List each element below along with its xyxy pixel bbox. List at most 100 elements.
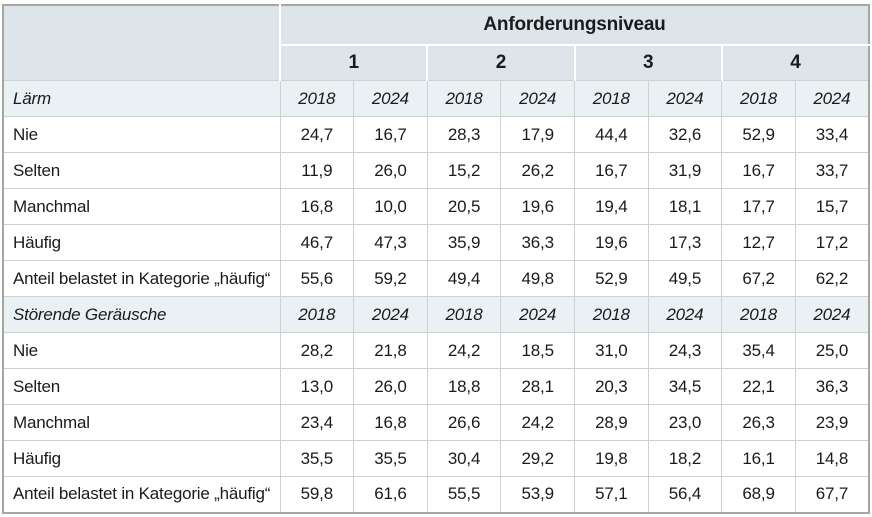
year-header: 2018 — [721, 296, 796, 333]
value-cell: 59,2 — [353, 260, 428, 297]
table-row: Häufig 46,7 47,3 35,9 36,3 19,6 17,3 12,7 17,2 — [2, 224, 870, 261]
value-cell: 18,5 — [500, 332, 575, 369]
value-cell: 61,6 — [353, 476, 428, 513]
value-cell: 14,8 — [794, 440, 870, 477]
year-header: 2024 — [794, 296, 870, 333]
row-label: Selten — [2, 152, 281, 189]
value-cell: 21,8 — [353, 332, 428, 369]
level-header-3: 3 — [573, 45, 722, 81]
year-header: 2024 — [353, 296, 428, 333]
row-label: Nie — [2, 332, 281, 369]
row-label: Anteil belastet in Kategorie „häufig“ — [2, 260, 281, 297]
table-row: Anteil belastet in Kategorie „häufig“ 55,… — [2, 260, 870, 297]
row-label: Häufig — [2, 224, 281, 261]
year-header: 2024 — [500, 80, 575, 117]
section-label: Störende Geräusche — [2, 296, 281, 333]
value-cell: 19,8 — [574, 440, 649, 477]
value-cell: 15,7 — [794, 188, 870, 225]
value-cell: 49,4 — [426, 260, 502, 297]
value-cell: 24,3 — [647, 332, 723, 369]
value-cell: 26,6 — [426, 404, 502, 441]
value-cell: 20,5 — [426, 188, 502, 225]
value-cell: 20,3 — [574, 368, 649, 405]
value-cell: 22,1 — [721, 368, 796, 405]
value-cell: 67,2 — [721, 260, 796, 297]
value-cell: 49,5 — [647, 260, 723, 297]
value-cell: 13,0 — [279, 368, 355, 405]
value-cell: 57,1 — [574, 476, 649, 513]
value-cell: 26,0 — [353, 152, 428, 189]
value-cell: 26,3 — [721, 404, 796, 441]
year-header: 2018 — [721, 80, 796, 117]
value-cell: 18,2 — [647, 440, 723, 477]
value-cell: 55,5 — [426, 476, 502, 513]
value-cell: 18,8 — [426, 368, 502, 405]
year-header: 2018 — [426, 296, 502, 333]
corner-cell — [3, 5, 281, 81]
value-cell: 23,0 — [647, 404, 723, 441]
value-cell: 67,7 — [794, 476, 870, 513]
value-cell: 16,8 — [279, 188, 355, 225]
value-cell: 26,0 — [353, 368, 428, 405]
value-cell: 36,3 — [500, 224, 575, 261]
row-label: Anteil belastet in Kategorie „häufig“ — [2, 476, 281, 513]
value-cell: 55,6 — [279, 260, 355, 297]
value-cell: 15,2 — [426, 152, 502, 189]
value-cell: 10,0 — [353, 188, 428, 225]
value-cell: 52,9 — [721, 116, 796, 153]
value-cell: 47,3 — [353, 224, 428, 261]
row-label: Manchmal — [2, 404, 281, 441]
value-cell: 33,7 — [794, 152, 870, 189]
value-cell: 25,0 — [794, 332, 870, 369]
value-cell: 49,8 — [500, 260, 575, 297]
value-cell: 11,9 — [279, 152, 355, 189]
top-header-row: Anforderungsniveau — [3, 5, 869, 81]
top-header: Anforderungsniveau — [280, 5, 869, 46]
year-header: 2024 — [794, 80, 870, 117]
table-row: Selten 13,0 26,0 18,8 28,1 20,3 34,5 22,1 36,3 — [2, 368, 870, 405]
value-cell: 28,2 — [279, 332, 355, 369]
value-cell: 19,6 — [500, 188, 575, 225]
level-header-1: 1 — [280, 45, 428, 81]
year-header: 2024 — [647, 80, 723, 117]
year-header: 2018 — [426, 80, 502, 117]
value-cell: 36,3 — [794, 368, 870, 405]
table-row: Manchmal 16,8 10,0 20,5 19,6 19,4 18,1 17,7 15,7 — [2, 188, 870, 225]
value-cell: 17,3 — [647, 224, 723, 261]
value-cell: 23,4 — [279, 404, 355, 441]
section-label: Lärm — [2, 80, 281, 117]
value-cell: 30,4 — [426, 440, 502, 477]
table-row: Selten 11,9 26,0 15,2 26,2 16,7 31,9 16,7 33,7 — [2, 152, 870, 189]
section-header-row: Störende Geräusche 2018 2024 2018 2024 2018 20… — [2, 296, 870, 333]
value-cell: 28,1 — [500, 368, 575, 405]
year-header: 2024 — [647, 296, 723, 333]
value-cell: 24,2 — [426, 332, 502, 369]
year-header: 2024 — [353, 80, 428, 117]
value-cell: 16,7 — [574, 152, 649, 189]
value-cell: 33,4 — [794, 116, 870, 153]
value-cell: 46,7 — [279, 224, 355, 261]
value-cell: 56,4 — [647, 476, 723, 513]
value-cell: 17,7 — [721, 188, 796, 225]
value-cell: 16,1 — [721, 440, 796, 477]
table-row: Nie 28,2 21,8 24,2 18,5 31,0 24,3 35,4 25,0 — [2, 332, 870, 369]
value-cell: 28,9 — [574, 404, 649, 441]
value-cell: 35,5 — [353, 440, 428, 477]
value-cell: 26,2 — [500, 152, 575, 189]
value-cell: 16,8 — [353, 404, 428, 441]
value-cell: 17,9 — [500, 116, 575, 153]
level-header-4: 4 — [720, 45, 869, 81]
value-cell: 17,2 — [794, 224, 870, 261]
value-cell: 52,9 — [574, 260, 649, 297]
year-header: 2018 — [279, 296, 355, 333]
section-header-row: Lärm 2018 2024 2018 2024 2018 2024 2018 2024 — [2, 80, 870, 117]
value-cell: 35,9 — [426, 224, 502, 261]
value-cell: 35,5 — [279, 440, 355, 477]
year-header: 2018 — [574, 80, 649, 117]
value-cell: 12,7 — [721, 224, 796, 261]
value-cell: 24,2 — [500, 404, 575, 441]
value-cell: 28,3 — [426, 116, 502, 153]
